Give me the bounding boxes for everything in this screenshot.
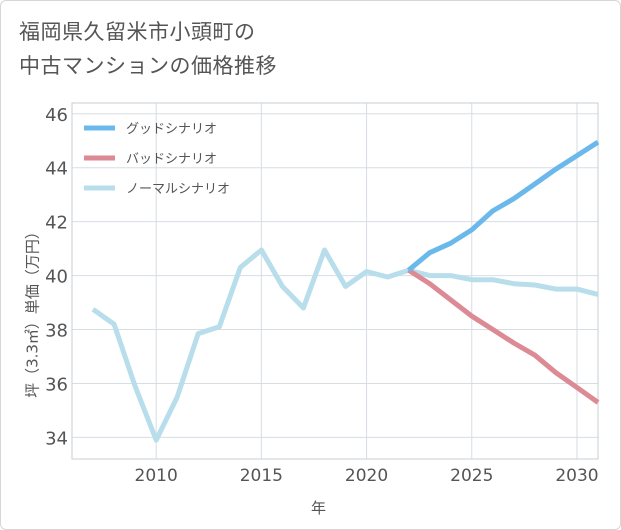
chart-title-line2: 中古マンションの価格推移 <box>19 54 277 78</box>
y-tick-label: 42 <box>45 213 68 234</box>
chart-title: 福岡県久留米市小頭町の 中古マンションの価格推移 <box>19 15 277 83</box>
x-axis-label: 年 <box>311 499 327 517</box>
chart-title-line1: 福岡県久留米市小頭町の <box>19 20 256 44</box>
series-layer <box>91 139 600 443</box>
y-axis-label: 坪（3.3㎡）単価（万円） <box>17 201 47 421</box>
series-line-1 <box>407 268 600 405</box>
y-tick-label: 34 <box>45 428 68 449</box>
y-tick-label: 46 <box>45 105 68 126</box>
plot-area-frame <box>71 102 599 460</box>
x-axis-ticks: 2010 2015 2020 2025 2030 <box>135 466 599 486</box>
x-tick-label: 2015 <box>240 466 283 486</box>
x-tick-label: 2010 <box>135 466 178 486</box>
y-tick-label: 36 <box>45 374 68 395</box>
y-axis-label-text: 坪（3.3㎡）単価（万円） <box>23 224 42 398</box>
y-tick-label: 40 <box>45 267 68 288</box>
x-tick-label: 2025 <box>450 466 493 486</box>
legend-label: バッドシナリオ <box>126 152 217 167</box>
y-axis-ticks: 34 36 38 40 42 44 46 <box>45 105 68 450</box>
y-tick-label: 38 <box>45 321 68 342</box>
series-line-0 <box>407 139 600 273</box>
x-tick-label: 2030 <box>555 466 598 486</box>
x-tick-label: 2020 <box>345 466 388 486</box>
legend-label: ノーマルシナリオ <box>126 182 230 197</box>
y-tick-label: 44 <box>45 159 68 180</box>
series-line-2 <box>91 247 599 443</box>
legend-label: グッドシナリオ <box>126 122 217 137</box>
